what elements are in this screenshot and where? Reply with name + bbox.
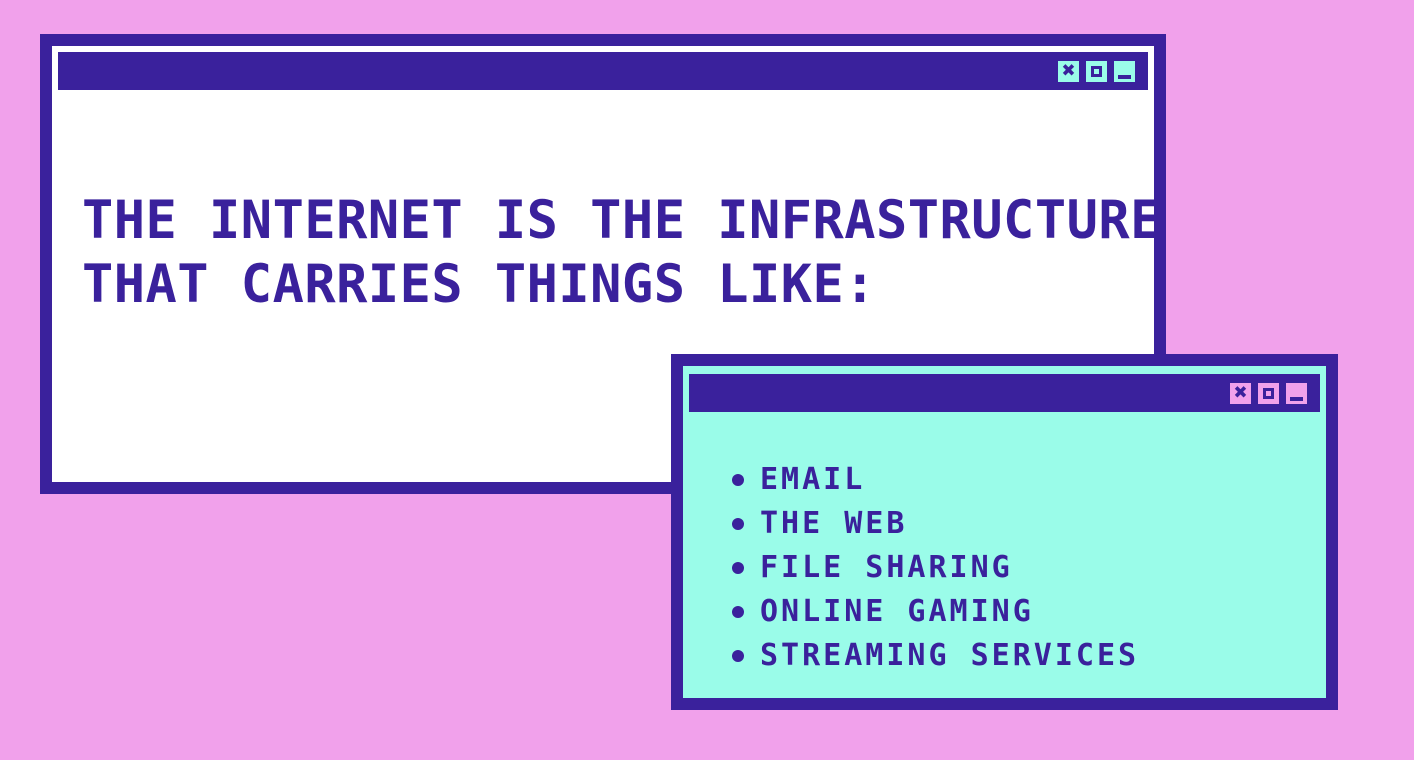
list-item-label: THE WEB: [760, 506, 908, 541]
headline-line-2: THAT CARRIES THINGS LIKE:: [82, 254, 877, 315]
bullet-icon: [732, 474, 744, 486]
list-item-label: ONLINE GAMING: [760, 594, 1034, 629]
list-item-label: EMAIL: [760, 462, 866, 497]
list-item: THE WEB: [730, 502, 1139, 546]
close-button[interactable]: ✖: [1058, 60, 1079, 82]
close-icon: ✖: [1233, 382, 1248, 403]
close-icon: ✖: [1061, 60, 1076, 81]
list-item: ONLINE GAMING: [730, 590, 1139, 634]
maximize-button[interactable]: [1258, 382, 1279, 404]
main-window-titlebar[interactable]: ✖: [58, 52, 1148, 90]
minimize-icon: [1118, 74, 1131, 79]
list-item: STREAMING SERVICES: [730, 634, 1139, 678]
list-window-titlebar[interactable]: ✖: [689, 374, 1320, 412]
bullet-icon: [732, 650, 744, 662]
headline: THE INTERNET IS THE INFRASTRUCTURE THAT …: [82, 189, 1162, 317]
close-button[interactable]: ✖: [1230, 382, 1251, 404]
headline-line-1: THE INTERNET IS THE INFRASTRUCTURE: [82, 190, 1162, 251]
maximize-button[interactable]: [1086, 60, 1107, 82]
maximize-icon: [1091, 65, 1102, 77]
maximize-icon: [1263, 387, 1274, 399]
bullet-icon: [732, 518, 744, 530]
list-item-label: STREAMING SERVICES: [760, 638, 1140, 673]
bullet-list: EMAIL THE WEB FILE SHARING ONLINE GAMING…: [730, 458, 1139, 678]
main-window: ✖ THE INTERNET IS THE INFRASTRUCTURE THA…: [40, 34, 1166, 494]
list-item: EMAIL: [730, 458, 1139, 502]
bullet-icon: [732, 562, 744, 574]
list-window: ✖ EMAIL THE WEB FILE SHARING ONLINE GAMI…: [671, 354, 1338, 710]
minimize-button[interactable]: [1286, 382, 1307, 404]
minimize-icon: [1290, 396, 1303, 401]
bullet-icon: [732, 606, 744, 618]
list-item-label: FILE SHARING: [760, 550, 1013, 585]
list-item: FILE SHARING: [730, 546, 1139, 590]
minimize-button[interactable]: [1114, 60, 1135, 82]
